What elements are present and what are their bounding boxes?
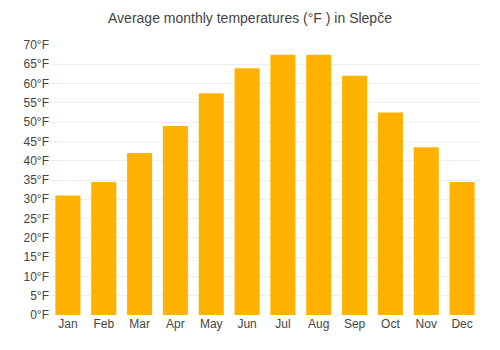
svg-text:Dec: Dec [451, 317, 472, 331]
svg-text:Feb: Feb [93, 317, 114, 331]
svg-text:Aug: Aug [308, 317, 329, 331]
svg-text:20°F: 20°F [24, 231, 49, 245]
svg-text:May: May [200, 317, 223, 331]
svg-text:45°F: 45°F [24, 135, 49, 149]
svg-text:15°F: 15°F [24, 250, 49, 264]
svg-text:65°F: 65°F [24, 57, 49, 71]
svg-text:Apr: Apr [166, 317, 185, 331]
svg-text:Sep: Sep [344, 317, 366, 331]
svg-text:10°F: 10°F [24, 270, 49, 284]
svg-text:0°F: 0°F [30, 308, 49, 322]
svg-text:55°F: 55°F [24, 96, 49, 110]
svg-text:Mar: Mar [129, 317, 150, 331]
svg-text:Jan: Jan [58, 317, 77, 331]
svg-text:60°F: 60°F [24, 77, 49, 91]
svg-text:Oct: Oct [381, 317, 400, 331]
svg-text:30°F: 30°F [24, 192, 49, 206]
svg-text:Jul: Jul [275, 317, 290, 331]
svg-text:40°F: 40°F [24, 154, 49, 168]
svg-text:Nov: Nov [416, 317, 437, 331]
svg-text:Average monthly temperatures (: Average monthly temperatures (°F ) in Sl… [108, 10, 392, 26]
svg-text:50°F: 50°F [24, 115, 49, 129]
svg-text:35°F: 35°F [24, 173, 49, 187]
svg-text:Jun: Jun [237, 317, 256, 331]
svg-text:70°F: 70°F [24, 38, 49, 52]
svg-text:5°F: 5°F [30, 289, 49, 303]
svg-text:25°F: 25°F [24, 212, 49, 226]
